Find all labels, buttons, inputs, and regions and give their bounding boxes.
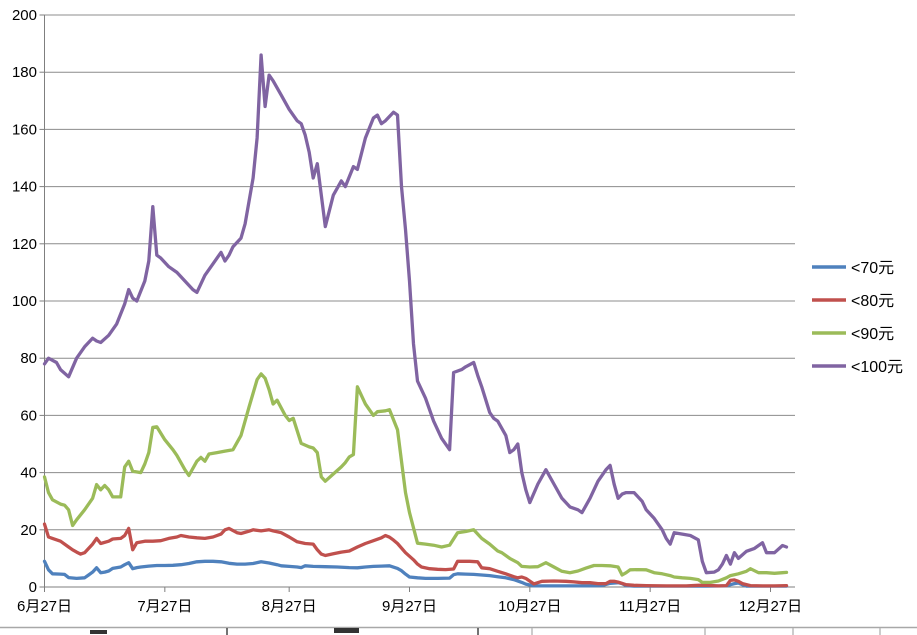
legend-label-3: <90元 xyxy=(851,326,894,343)
legend-item-2[interactable]: <80元 xyxy=(812,293,894,310)
x-axis-label-3: 8月27日 xyxy=(262,598,317,615)
x-axis-label-4: 9月27日 xyxy=(382,598,437,615)
series-line-2[interactable] xyxy=(42,522,789,588)
legend-item-4[interactable]: <100元 xyxy=(812,359,903,376)
x-axis-label-7: 12月27日 xyxy=(739,598,802,615)
y-axis-label-20: 20 xyxy=(20,522,37,539)
y-axis-label-0: 0 xyxy=(29,579,37,596)
x-axis-label-1: 6月27日 xyxy=(17,598,72,615)
y-axis-label-40: 40 xyxy=(20,465,37,482)
legend-label-2: <80元 xyxy=(851,293,894,310)
bottom-row-clipped-text-2 xyxy=(334,628,359,633)
x-axis-label-2: 7月27日 xyxy=(137,598,192,615)
y-axis-label-120: 120 xyxy=(12,236,37,253)
x-axis-label-6: 11月27日 xyxy=(619,598,681,615)
y-axis-label-140: 140 xyxy=(12,179,37,196)
bottom-row-clipped-text-1 xyxy=(90,630,107,634)
series-line-3[interactable] xyxy=(42,372,789,585)
y-axis-label-200: 200 xyxy=(12,7,37,24)
legend-item-3[interactable]: <90元 xyxy=(812,326,894,343)
legend-label-4: <100元 xyxy=(851,359,903,376)
legend-label-1: <70元 xyxy=(851,260,894,277)
series-line-4[interactable] xyxy=(42,53,789,575)
y-axis-label-100: 100 xyxy=(12,293,37,310)
x-axis-label-5: 10月27日 xyxy=(498,598,561,615)
y-axis-label-180: 180 xyxy=(12,64,37,81)
y-axis-label-160: 160 xyxy=(12,121,37,138)
y-axis-label-80: 80 xyxy=(20,350,37,367)
y-axis-label-60: 60 xyxy=(20,407,37,424)
legend-item-1[interactable]: <70元 xyxy=(812,260,894,277)
